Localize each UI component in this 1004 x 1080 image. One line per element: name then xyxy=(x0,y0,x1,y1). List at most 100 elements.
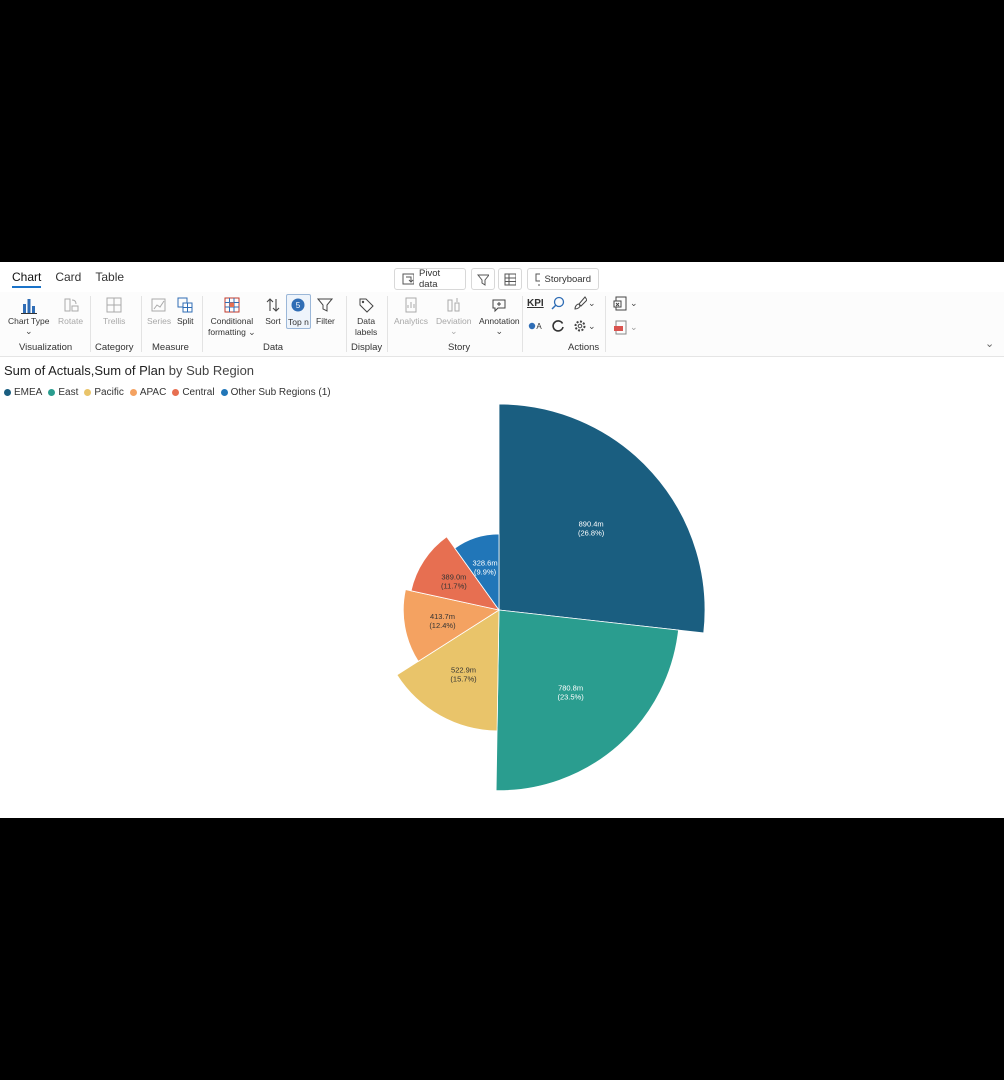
legend-swatch xyxy=(220,389,228,396)
tag-icon xyxy=(359,298,374,313)
legend-item[interactable]: EMEA xyxy=(4,387,42,398)
paint-button[interactable]: ⌄ xyxy=(573,296,596,310)
legend-swatch xyxy=(84,389,92,396)
analytics-button[interactable]: Analytics xyxy=(394,294,428,327)
pie-slice-east[interactable] xyxy=(495,609,679,792)
legend-label: APAC xyxy=(139,387,167,398)
legend-label: Central xyxy=(182,387,215,398)
slice-percent-label: (26.8%) xyxy=(578,529,605,538)
collapse-ribbon-button[interactable]: ⌄ xyxy=(985,339,994,350)
tab-chart[interactable]: Chart xyxy=(12,270,42,288)
group-label-story: Story xyxy=(448,342,471,353)
group-label-actions: Actions xyxy=(568,342,600,353)
data-labels-label-2: labels xyxy=(355,327,378,337)
data-labels-label-1: Data xyxy=(357,316,376,326)
chevron-down-icon: ⌄ xyxy=(248,327,256,337)
export-excel-button[interactable]: ⌄ xyxy=(613,296,638,311)
filter-button[interactable]: Filter xyxy=(316,294,335,327)
chart-type-button[interactable]: Chart Type ⌄ xyxy=(8,294,49,336)
group-separator xyxy=(141,296,142,352)
kpi-button[interactable]: KPI xyxy=(527,298,544,309)
pivot-data-button[interactable]: Pivot data xyxy=(394,268,466,290)
top-n-badge-icon: 5 xyxy=(291,298,305,312)
chart-panel: Chart Card Table Pivot data Storyboard C… xyxy=(0,262,1004,818)
pie-slice-apac[interactable] xyxy=(402,589,501,662)
slice-percent-label: (9.9%) xyxy=(474,568,497,577)
pie-slice-emea[interactable] xyxy=(498,403,706,634)
group-label-data: Data xyxy=(263,342,284,353)
series-label: Series xyxy=(147,316,172,326)
rotate-label: Rotate xyxy=(58,316,84,326)
export-pdf-button[interactable]: ⌄ xyxy=(613,320,638,335)
chevron-down-icon: ⌄ xyxy=(630,322,638,332)
tab-table[interactable]: Table xyxy=(95,270,125,284)
storyboard-label: Storyboard xyxy=(544,273,591,285)
top-n-badge-text: 5 xyxy=(296,301,301,310)
pie-slice-pacific[interactable] xyxy=(396,609,500,732)
slice-percent-label: (23.5%) xyxy=(557,692,584,701)
legend-item[interactable]: APAC xyxy=(129,387,167,398)
chevron-down-icon: ⌄ xyxy=(588,297,596,308)
chart-legend: EMEA East Pacific APAC Central Other Sub Regi… xyxy=(4,387,331,398)
filter-pin-button[interactable] xyxy=(471,268,495,290)
legend-label: East xyxy=(58,387,79,398)
annotation-button[interactable]: Annotation ⌄ xyxy=(479,294,520,336)
polar-area-chart: 890.4m(26.8%) 780.8m(23.5%) 522.9m(15.7%) 4… xyxy=(396,403,706,792)
conditional-formatting-button[interactable]: Conditional formatting ⌄ xyxy=(208,294,256,338)
trellis-label: Trellis xyxy=(103,316,126,326)
rotate-button[interactable]: Rotate xyxy=(58,294,83,327)
slice-percent-label: (11.7%) xyxy=(441,581,467,590)
deviation-label: Deviation xyxy=(436,316,472,326)
storyboard-icon xyxy=(535,273,540,285)
deviation-button[interactable]: Deviation ⌄ xyxy=(436,294,471,336)
legend-item[interactable]: East xyxy=(48,387,78,398)
slice-value-label: 413.7m xyxy=(430,612,455,621)
split-label: Split xyxy=(177,316,194,326)
ribbon-toolbar: Chart Type ⌄ Rotate Trellis Series Split… xyxy=(0,292,1004,357)
pivot-icon xyxy=(402,273,414,285)
filter-label: Filter xyxy=(316,316,335,326)
group-label-measure: Measure xyxy=(152,342,189,353)
analytics-label: Analytics xyxy=(394,316,429,326)
tab-card[interactable]: Card xyxy=(55,270,82,284)
chart-title-sub: by Sub Region xyxy=(165,363,255,378)
top-n-button[interactable]: 5 Top n xyxy=(286,294,311,329)
group-separator xyxy=(605,296,606,352)
sort-button[interactable]: Sort xyxy=(265,294,281,327)
refresh-button[interactable] xyxy=(551,319,565,333)
search-button[interactable] xyxy=(551,296,565,310)
settings-button[interactable]: ⌄ xyxy=(573,319,596,333)
trellis-icon xyxy=(106,297,122,313)
series-button[interactable]: Series xyxy=(147,294,171,327)
trellis-button[interactable]: Trellis xyxy=(103,294,125,327)
paintbrush-icon xyxy=(574,296,587,310)
grid-icon xyxy=(504,273,516,285)
group-separator xyxy=(90,296,91,352)
legend-swatch xyxy=(172,389,180,396)
legend-item[interactable]: Pacific xyxy=(84,387,124,398)
series-icon xyxy=(151,298,166,312)
pie-slice-other-sub-regions-1[interactable] xyxy=(454,533,500,612)
annotation-label: Annotation xyxy=(479,316,520,326)
group-separator xyxy=(346,296,347,352)
legend-item[interactable]: Central xyxy=(172,387,215,398)
group-separator xyxy=(202,296,203,352)
chart-title: Sum of Actuals,Sum of Plan by Sub Region xyxy=(4,363,254,378)
storyboard-button[interactable]: Storyboard xyxy=(527,268,599,290)
conditional-formatting-icon xyxy=(224,297,240,313)
split-button[interactable]: Split xyxy=(177,294,194,327)
pie-slice-central[interactable] xyxy=(410,536,500,611)
table-view-button[interactable] xyxy=(498,268,522,290)
slice-value-label: 780.8m xyxy=(558,683,583,692)
split-icon xyxy=(177,297,193,313)
insights-button[interactable]: A xyxy=(528,320,544,332)
data-labels-button[interactable]: Data labels xyxy=(355,294,377,338)
chevron-down-icon: ⌄ xyxy=(24,326,33,336)
slice-value-label: 389.0m xyxy=(441,572,466,581)
legend-swatch xyxy=(48,389,56,396)
legend-label: Other Sub Regions (1) xyxy=(230,387,331,398)
rotate-icon xyxy=(64,298,79,312)
chart-title-main: Sum of Actuals,Sum of Plan xyxy=(4,363,166,378)
sort-icon xyxy=(266,298,280,312)
legend-item[interactable]: Other Sub Regions (1) xyxy=(220,387,331,398)
